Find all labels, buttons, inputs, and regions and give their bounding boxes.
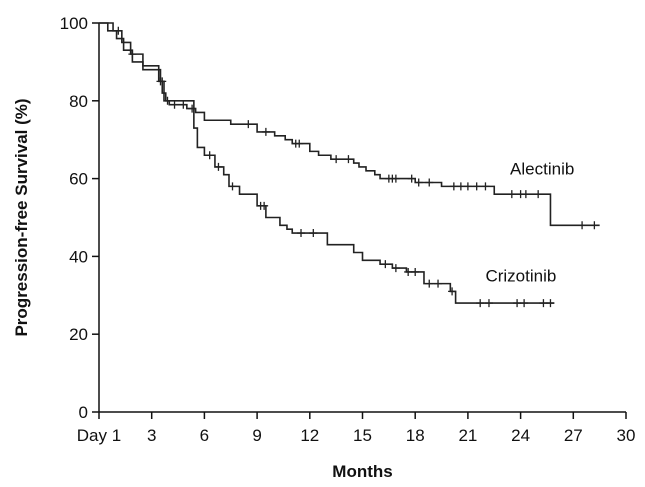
alectinib-censor-mark bbox=[521, 190, 530, 199]
x-tick-label: 18 bbox=[406, 426, 425, 445]
series-labels: Alectinib Crizotinib bbox=[485, 160, 574, 286]
y-tick-label: 60 bbox=[69, 170, 88, 189]
y-axis-title: Progression-free Survival (%) bbox=[12, 98, 31, 336]
crizotinib-censor-mark bbox=[158, 77, 167, 86]
alectinib-censor-mark bbox=[332, 155, 341, 164]
alectinib-censor-mark bbox=[407, 174, 416, 183]
series-label-alectinib: Alectinib bbox=[510, 160, 574, 179]
crizotinib-censor-mark bbox=[546, 299, 555, 308]
alectinib-censor-mark bbox=[414, 178, 423, 187]
x-tick-label: 27 bbox=[564, 426, 583, 445]
crizotinib-censor-mark bbox=[539, 299, 548, 308]
x-tick-label: 24 bbox=[511, 426, 530, 445]
series-alectinib bbox=[99, 22, 600, 230]
x-tick-label: 15 bbox=[353, 426, 372, 445]
alectinib-censor-mark bbox=[481, 182, 490, 191]
alectinib-censor-mark bbox=[295, 139, 304, 148]
alectinib-censor-mark bbox=[391, 174, 400, 183]
alectinib-censor-mark bbox=[344, 155, 353, 164]
alectinib-censor-mark bbox=[170, 100, 179, 109]
x-tick-label: Day 1 bbox=[77, 426, 121, 445]
alectinib-censor-mark bbox=[463, 182, 472, 191]
axes bbox=[98, 23, 626, 413]
crizotinib-censor-mark bbox=[513, 299, 522, 308]
crizotinib-censor-mark bbox=[214, 162, 223, 171]
crizotinib-censor-mark bbox=[205, 151, 214, 160]
alectinib-censor-mark bbox=[456, 182, 465, 191]
alectinib-censor-mark bbox=[578, 221, 587, 230]
y-tick-label: 80 bbox=[69, 92, 88, 111]
x-tick-label: 9 bbox=[252, 426, 261, 445]
y-tick-label: 100 bbox=[60, 14, 88, 33]
x-tick-label: 6 bbox=[200, 426, 209, 445]
crizotinib-censor-mark bbox=[228, 182, 237, 191]
alectinib-censor-mark bbox=[590, 221, 599, 230]
crizotinib-censor-mark bbox=[434, 279, 443, 288]
alectinib-censor-mark bbox=[244, 120, 253, 129]
y-axis-ticks: 0 20 40 60 80 100 bbox=[60, 14, 99, 422]
x-tick-label: 30 bbox=[617, 426, 636, 445]
crizotinib-censor-mark bbox=[404, 267, 413, 276]
crizotinib-censor-mark bbox=[520, 299, 529, 308]
crizotinib-censor-mark bbox=[297, 229, 306, 238]
crizotinib-censor-mark bbox=[476, 299, 485, 308]
alectinib-censor-mark bbox=[188, 104, 197, 113]
alectinib-censor-mark bbox=[425, 178, 434, 187]
alectinib-censor-mark bbox=[534, 190, 543, 199]
alectinib-censor-mark bbox=[449, 182, 458, 191]
alectinib-censor-mark bbox=[179, 100, 188, 109]
crizotinib-censor-mark bbox=[260, 201, 269, 210]
x-axis-ticks: Day 1 3 6 9 12 15 18 21 24 27 30 bbox=[77, 412, 636, 445]
series-label-crizotinib: Crizotinib bbox=[485, 267, 556, 286]
y-tick-label: 0 bbox=[79, 403, 88, 422]
crizotinib-censor-mark bbox=[309, 229, 318, 238]
crizotinib-censor-mark bbox=[484, 299, 493, 308]
x-tick-label: 12 bbox=[300, 426, 319, 445]
alectinib-censor-mark bbox=[261, 127, 270, 136]
crizotinib-censor-mark bbox=[411, 267, 420, 276]
alectinib-censor-mark bbox=[507, 190, 516, 199]
crizotinib-censor-mark bbox=[391, 264, 400, 273]
series-crizotinib bbox=[99, 22, 555, 308]
y-tick-label: 20 bbox=[69, 325, 88, 344]
series-layer bbox=[99, 22, 600, 308]
crizotinib-censor-mark bbox=[448, 287, 457, 296]
alectinib-censor-mark bbox=[472, 182, 481, 191]
alectinib-curve bbox=[99, 22, 600, 227]
y-tick-label: 40 bbox=[69, 247, 88, 266]
crizotinib-curve bbox=[99, 22, 554, 304]
crizotinib-censor-mark bbox=[425, 279, 434, 288]
x-tick-label: 21 bbox=[458, 426, 477, 445]
x-axis-title: Months bbox=[332, 462, 392, 481]
crizotinib-censor-mark bbox=[381, 260, 390, 269]
x-tick-label: 3 bbox=[147, 426, 156, 445]
